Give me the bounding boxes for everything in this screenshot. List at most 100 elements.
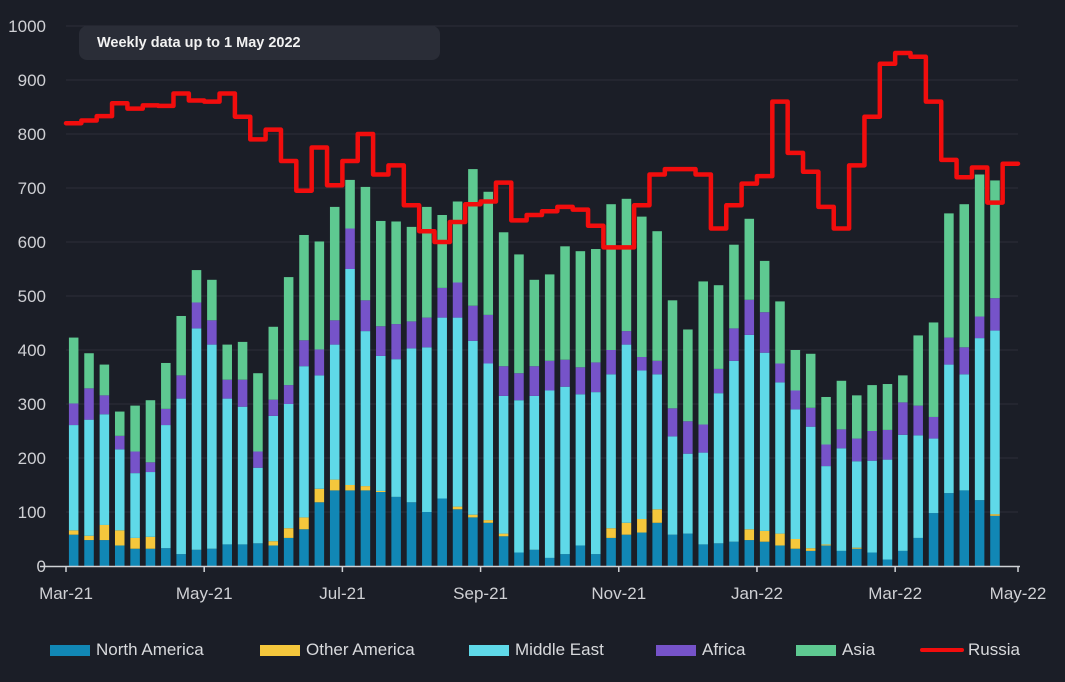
bar-asia	[759, 260, 770, 313]
bar-asia	[683, 329, 693, 422]
bar-asia	[544, 274, 555, 361]
bar-north_america	[898, 550, 908, 566]
bar-africa	[882, 429, 893, 460]
bar-north_america	[575, 545, 586, 566]
bar-middle_east	[775, 382, 785, 534]
bar-other_america	[360, 486, 371, 491]
bar-africa	[852, 438, 862, 462]
bar-middle_east	[483, 363, 494, 521]
bar-other_america	[283, 528, 294, 538]
bar-asia	[191, 270, 202, 303]
bar-asia	[698, 281, 708, 425]
russia-line	[63, 50, 1021, 250]
bar-middle_east	[268, 415, 279, 542]
bar-north_america	[161, 548, 171, 566]
bar-north_america	[329, 490, 340, 566]
bar-middle_east	[606, 374, 616, 529]
bar-africa	[621, 331, 632, 345]
bar-africa	[406, 321, 417, 349]
bar-north_america	[913, 537, 923, 566]
bar-middle_east	[698, 452, 708, 545]
bar-north_america	[114, 545, 125, 566]
bar-north_america	[852, 548, 862, 566]
bar-asia	[130, 405, 140, 452]
bar-north_america	[990, 515, 1000, 566]
bar-north_america	[637, 532, 647, 566]
y-tick-label: 1000	[8, 17, 46, 36]
bar-africa	[974, 316, 985, 339]
legend-swatch-north-america	[50, 644, 90, 656]
x-axis: Mar-21 May-21 Jul-21 Sep-21 Nov-21 Jan-22 Mar-…	[39, 565, 1047, 603]
bar-africa	[222, 379, 232, 399]
bar-north_america	[606, 537, 616, 566]
bar-middle_east	[759, 352, 770, 531]
bar-africa	[207, 320, 217, 345]
bar-north_america	[207, 548, 217, 566]
bar-middle_east	[729, 360, 739, 542]
bar-north_america	[790, 548, 801, 566]
bar-other_america	[790, 539, 801, 549]
x-tick-label: May-22	[990, 584, 1047, 603]
bar-other_america	[345, 485, 355, 491]
bar-middle_east	[544, 390, 555, 558]
x-tick-label: Jul-21	[319, 584, 365, 603]
bar-asia	[898, 375, 908, 403]
bar-north_america	[483, 522, 494, 566]
bar-other_america	[299, 517, 309, 530]
bar-other_america	[114, 530, 125, 546]
bar-north_america	[299, 529, 309, 566]
line-russia	[63, 50, 1021, 250]
bar-middle_east	[790, 409, 801, 539]
bar-north_america	[775, 545, 785, 566]
bar-other_america	[314, 488, 325, 503]
bar-north_america	[928, 513, 939, 566]
y-tick-label: 900	[18, 71, 46, 90]
bar-asia	[176, 315, 186, 376]
bar-middle_east	[314, 375, 325, 489]
legend-swatch-africa	[656, 644, 696, 656]
bar-north_america	[713, 543, 724, 566]
bar-africa	[360, 300, 371, 332]
bar-middle_east	[114, 449, 125, 531]
bar-africa	[928, 416, 939, 439]
bar-middle_east	[345, 269, 355, 485]
bar-middle_east	[391, 359, 401, 497]
bar-middle_east	[944, 364, 954, 494]
bar-north_america	[821, 545, 831, 566]
bar-africa	[84, 388, 94, 420]
bar-middle_east	[222, 398, 232, 545]
bar-other_america	[759, 530, 770, 542]
bar-middle_east	[867, 460, 877, 553]
bar-africa	[775, 363, 785, 383]
bar-middle_east	[130, 473, 140, 538]
bar-north_america	[222, 544, 232, 566]
bar-north_america	[237, 544, 248, 566]
bar-other_america	[268, 541, 279, 546]
bar-middle_east	[237, 406, 248, 545]
bar-africa	[637, 357, 647, 371]
legend-item-africa: Africa	[656, 640, 745, 660]
bar-asia	[944, 213, 954, 338]
bar-asia	[483, 191, 494, 315]
bar-middle_east	[959, 374, 970, 491]
bar-asia	[360, 186, 371, 301]
y-tick-label: 200	[18, 449, 46, 468]
bar-middle_east	[161, 425, 171, 549]
bar-other_america	[990, 514, 1000, 516]
bar-africa	[744, 299, 755, 335]
bar-africa	[959, 347, 970, 375]
bar-middle_east	[898, 434, 908, 551]
bar-north_america	[376, 492, 386, 566]
bar-africa	[268, 399, 279, 416]
bar-north_america	[836, 550, 847, 566]
bar-africa	[145, 462, 156, 473]
bar-other_america	[468, 514, 478, 518]
bar-north_america	[498, 536, 509, 566]
legend-swatch-asia	[796, 644, 836, 656]
bar-other_america	[145, 536, 156, 549]
bar-north_america	[544, 557, 555, 566]
bar-africa	[544, 360, 555, 391]
bar-asia	[299, 234, 309, 341]
subtitle-badge: Weekly data up to 1 May 2022	[79, 26, 440, 60]
